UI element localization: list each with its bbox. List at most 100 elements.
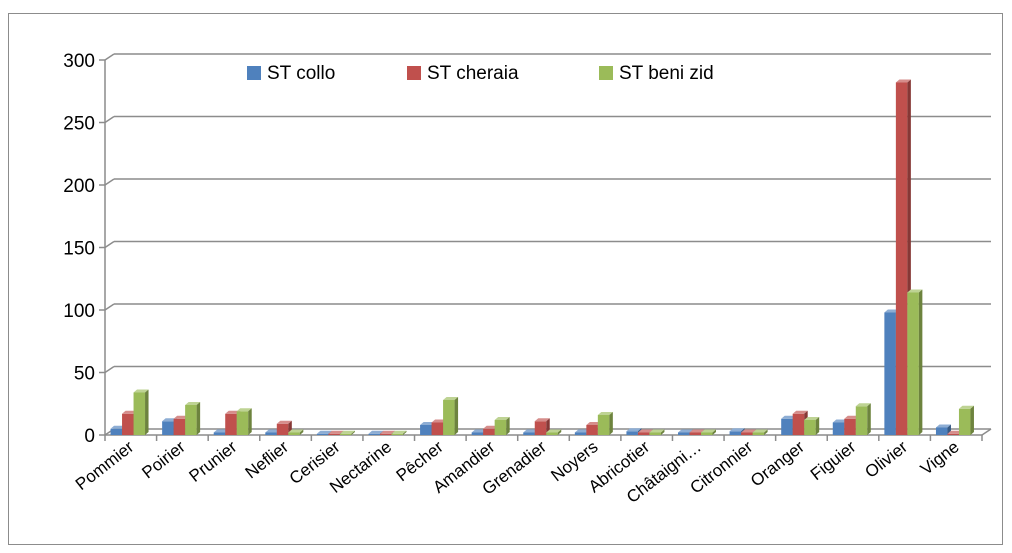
bar-chart: 0 50 100 150 200 250 300 Pommier PoirierPrunier… xyxy=(63,51,992,507)
y-tick-label: 250 xyxy=(63,114,95,135)
gridline-depth xyxy=(104,53,115,61)
bar-front xyxy=(678,432,690,435)
bar-front xyxy=(173,418,186,435)
bar-top xyxy=(689,429,705,433)
bar-front xyxy=(689,432,702,435)
bar-front xyxy=(420,425,432,435)
bar-front xyxy=(947,433,959,435)
bar-front xyxy=(110,428,123,435)
x-tick-label: Neflier xyxy=(242,437,293,482)
bar-front xyxy=(701,432,713,435)
bar xyxy=(701,429,717,435)
bar-top xyxy=(133,389,149,393)
bar xyxy=(339,430,355,435)
bar-top xyxy=(781,415,797,419)
bar-front xyxy=(443,400,455,435)
bar-front xyxy=(574,432,587,435)
bar-top xyxy=(431,419,447,423)
bar-front xyxy=(368,433,380,435)
x-tick-label: Oranger xyxy=(747,437,808,491)
bar-top xyxy=(368,430,384,434)
bar-top xyxy=(185,402,201,405)
bar-top xyxy=(792,410,808,414)
bar-front xyxy=(185,405,197,435)
bar-front xyxy=(741,432,753,435)
y-tick-label: 200 xyxy=(63,176,95,197)
bar-front xyxy=(225,413,237,435)
legend-swatch xyxy=(247,66,261,80)
y-tick-label: 100 xyxy=(63,301,95,322)
y-tick-labels: 0 50 100 150 200 250 300 xyxy=(63,51,95,447)
bar-front xyxy=(391,433,403,435)
x-tick-label: Olivier xyxy=(861,437,911,482)
gridline-depth xyxy=(104,178,115,186)
bar-front xyxy=(637,432,650,435)
bar-side xyxy=(506,417,510,435)
bar-top xyxy=(339,430,355,434)
bar-front xyxy=(792,413,805,435)
bar-side xyxy=(660,429,665,435)
bar-top xyxy=(678,429,694,433)
bar xyxy=(494,417,510,435)
bar-top xyxy=(574,429,590,433)
bar-front xyxy=(907,292,919,435)
bar-top xyxy=(379,430,395,434)
bar-front xyxy=(288,432,300,435)
bar-top xyxy=(471,429,487,433)
x-tick-label: Figuier xyxy=(807,437,860,484)
bar-front xyxy=(483,428,495,435)
bar-top xyxy=(907,289,923,293)
bar-top xyxy=(752,429,768,433)
bar-top xyxy=(288,429,304,433)
bar-side xyxy=(248,408,252,435)
bar-front xyxy=(213,432,226,435)
bar-side xyxy=(351,430,355,435)
bar-front xyxy=(597,415,610,435)
y-tick-label: 0 xyxy=(84,426,95,447)
bar-top xyxy=(420,422,436,425)
bar-top xyxy=(832,419,848,423)
bar-top xyxy=(729,428,745,432)
bar-top xyxy=(236,408,252,412)
bar-front xyxy=(162,421,174,435)
legend: ST collo ST cheraia ST beni zid xyxy=(247,63,714,84)
bar-top xyxy=(586,422,602,425)
bar-top xyxy=(110,425,126,429)
bar-side xyxy=(145,389,149,435)
bar-side xyxy=(970,405,974,435)
bar xyxy=(649,429,665,435)
bar-side xyxy=(867,403,871,435)
bar-front xyxy=(804,420,816,435)
gridline-depth xyxy=(104,303,115,311)
bar-top xyxy=(958,405,974,409)
bar-top xyxy=(947,430,963,434)
legend-label: ST cheraia xyxy=(427,63,519,84)
bar-front xyxy=(276,423,289,435)
bar-top xyxy=(173,415,189,419)
legend-label: ST collo xyxy=(267,63,335,84)
bar-side xyxy=(454,397,459,435)
bar xyxy=(752,429,768,435)
bar xyxy=(133,389,149,435)
bar xyxy=(907,289,923,435)
bar-side xyxy=(609,412,613,435)
x-tick-label: Poirier xyxy=(138,437,189,482)
bar-side xyxy=(815,417,820,435)
bar-top xyxy=(523,429,539,433)
bar-top xyxy=(701,429,717,433)
bar xyxy=(546,429,562,435)
bar-front xyxy=(935,427,948,435)
bar-top xyxy=(494,417,510,420)
y-tick-label: 150 xyxy=(63,239,95,260)
bar-top xyxy=(391,430,407,434)
bar xyxy=(958,405,974,435)
bar-top xyxy=(276,420,292,424)
bar-front xyxy=(534,421,547,435)
bar xyxy=(185,402,201,435)
bar xyxy=(935,424,951,435)
bar-front xyxy=(649,432,661,435)
bar-top xyxy=(316,430,332,434)
bar-top xyxy=(213,429,229,433)
bar-top xyxy=(534,418,550,422)
x-tick-label: Prunier xyxy=(186,437,241,486)
